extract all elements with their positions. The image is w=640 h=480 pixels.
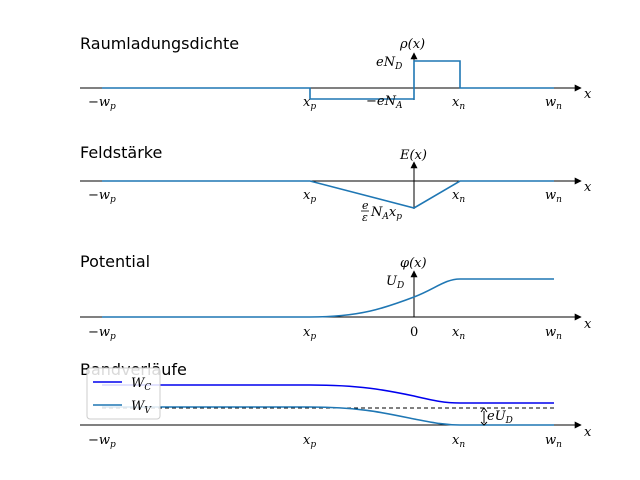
bands-tick-labels: −wp xp xn wn bbox=[88, 433, 562, 450]
tick-wn: wn bbox=[545, 188, 562, 205]
annot-fraction-den: ε bbox=[362, 211, 368, 224]
annot-fraction-num: e bbox=[362, 199, 369, 212]
legend-wc-label: WC bbox=[131, 376, 151, 393]
charge-panel-title: Raumladungsdichte bbox=[80, 34, 239, 53]
legend-wv-label: WV bbox=[131, 399, 152, 416]
eud-arrow-up bbox=[480, 407, 488, 413]
charge-na-label: −eNA bbox=[366, 94, 403, 111]
tick-minus-wp: −wp bbox=[88, 325, 116, 342]
field-x-label: x bbox=[584, 180, 592, 195]
tick-xn: xn bbox=[452, 433, 465, 450]
valence-band-curve bbox=[102, 406, 554, 426]
potential-ud-label: UD bbox=[386, 274, 404, 291]
potential-x-label: x bbox=[584, 317, 592, 332]
eud-arrow-down bbox=[480, 421, 488, 426]
tick-xn: xn bbox=[452, 95, 465, 112]
field-strength-panel: Feldstärke E(x) e ε NAxp x −wp xp xn wn bbox=[80, 143, 592, 224]
potential-tick-labels: −wp xp 0 xn wn bbox=[88, 325, 562, 342]
tick-xp: xp bbox=[303, 188, 316, 205]
tick-xn: xn bbox=[452, 188, 465, 205]
bands-x-label: x bbox=[584, 425, 592, 440]
field-y-label: E(x) bbox=[399, 148, 427, 163]
bands-eud-label: eUD bbox=[487, 409, 513, 426]
tick-minus-wp: −wp bbox=[88, 188, 116, 205]
tick-wn: wn bbox=[545, 433, 562, 450]
tick-wn: wn bbox=[545, 325, 562, 342]
potential-y-label: φ(x) bbox=[400, 256, 427, 271]
potential-panel-title: Potential bbox=[80, 252, 150, 271]
charge-density-panel: Raumladungsdichte ρ(x) eND −eNA x −wp xp… bbox=[80, 34, 592, 112]
field-tick-labels: −wp xp xn wn bbox=[88, 188, 562, 205]
tick-xp: xp bbox=[303, 95, 316, 112]
charge-x-label: x bbox=[584, 87, 592, 102]
field-panel-title: Feldstärke bbox=[80, 143, 162, 162]
tick-xn: xn bbox=[452, 325, 465, 342]
tick-minus-wp: −wp bbox=[88, 433, 116, 450]
conduction-band-curve bbox=[102, 384, 554, 404]
annot-rest: NAxp bbox=[370, 205, 402, 222]
legend-frame bbox=[86, 367, 161, 420]
bands-legend: WC WV bbox=[86, 367, 161, 420]
tick-zero: 0 bbox=[410, 325, 418, 340]
field-min-annotation: e ε NAxp bbox=[361, 199, 402, 224]
potential-panel: Potential φ(x) UD x −wp xp 0 xn wn bbox=[80, 252, 592, 342]
tick-wn: wn bbox=[545, 95, 562, 112]
tick-xp: xp bbox=[303, 433, 316, 450]
tick-xp: xp bbox=[303, 325, 316, 342]
potential-curve bbox=[102, 278, 554, 318]
charge-density-curve bbox=[102, 60, 554, 100]
charge-nd-label: eND bbox=[376, 55, 402, 72]
field-strength-curve bbox=[102, 180, 554, 209]
charge-tick-labels: −wp xp xn wn bbox=[88, 95, 562, 112]
charge-y-label: ρ(x) bbox=[399, 37, 425, 52]
band-diagram-panel: Bandverläufe eUD x −wp xp xn wn WC WV bbox=[80, 360, 592, 450]
tick-minus-wp: −wp bbox=[88, 95, 116, 112]
